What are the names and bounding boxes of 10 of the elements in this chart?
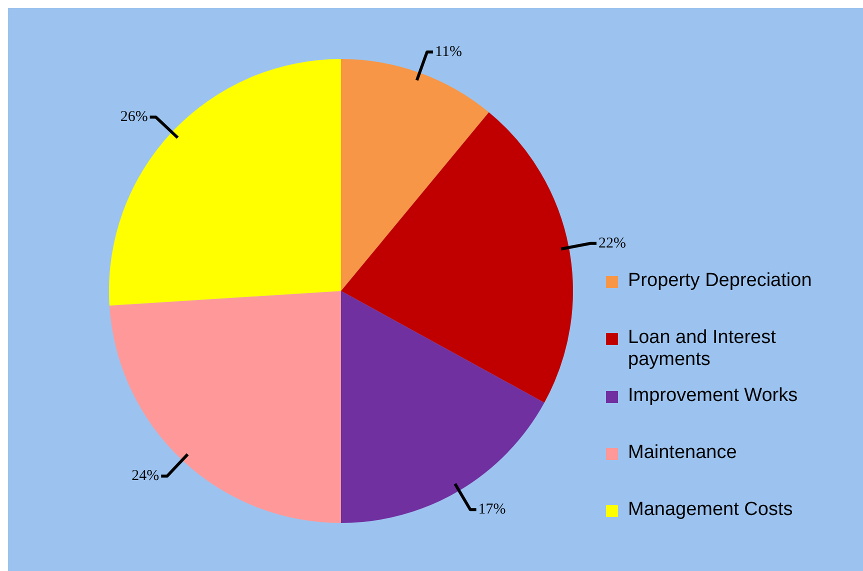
legend-label: Maintenance (628, 442, 738, 464)
data-label: 17% (478, 502, 506, 518)
data-label: 11% (435, 44, 462, 60)
data-label: 22% (598, 235, 626, 252)
legend-label: Loan and Interest payments (628, 327, 777, 371)
legend-label: Management Costs (628, 499, 794, 521)
data-label: 24% (132, 468, 160, 484)
data-label: 26% (120, 109, 148, 126)
legend-label: Improvement Works (628, 385, 799, 407)
legend-label: Property Depreciation (628, 270, 813, 292)
